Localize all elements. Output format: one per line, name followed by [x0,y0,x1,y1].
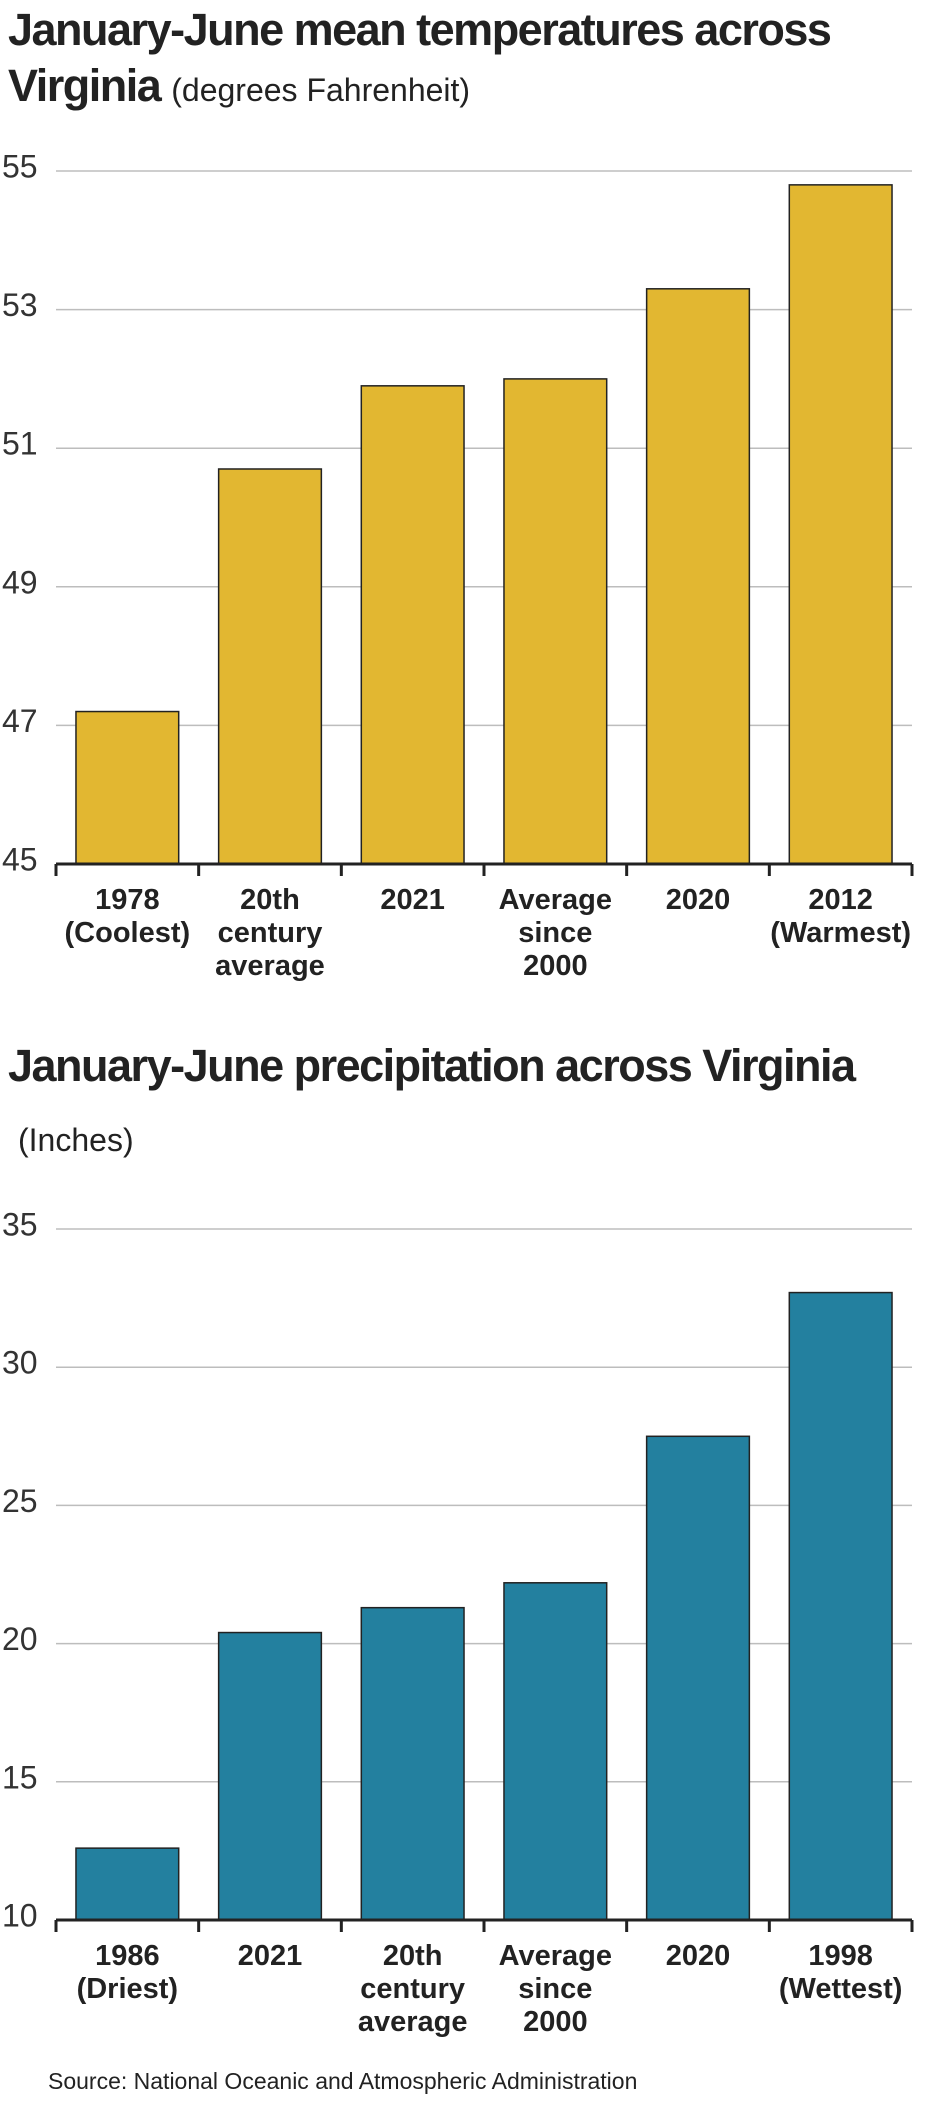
title-text: January-June mean temperatures across Vi… [8,4,832,111]
chart-title: January-June precipitation across Virgin… [8,1040,856,1091]
x-tick-label: Average since 2000 [498,1940,613,2038]
y-tick-label: 20 [2,1621,38,1657]
x-tick-label: 1998 (Wettest) [778,1940,903,2005]
bar [360,385,465,865]
bar [217,468,323,865]
x-tick-label: 1978 (Coolest) [64,884,191,949]
chart-subtitle: (degrees Fahrenheit) [171,72,471,108]
y-tick-label: 51 [2,426,38,462]
x-tick-label: 20th century average [357,1940,468,2038]
x-tick-label: 2021 [380,884,445,916]
y-tick-label: 10 [2,1897,38,1933]
y-tick-label: 55 [2,148,38,184]
bar [75,1847,180,1921]
chart-subtitle: (Inches) [18,1122,134,1158]
y-tick-label: 15 [2,1759,38,1795]
bar [645,288,751,865]
x-tick-label: 1986 (Driest) [76,1940,179,2005]
bar [503,1582,608,1921]
bar [788,1291,893,1921]
bar [217,1631,323,1921]
x-tick-label: 2020 [665,1940,731,1972]
bar [788,184,893,865]
x-tick-label: Average since 2000 [498,884,613,982]
bar [503,378,608,865]
bar [75,710,180,865]
y-tick-label: 47 [2,703,38,739]
y-tick-label: 53 [2,287,38,323]
x-tick-label: 2012 (Warmest) [770,884,912,949]
x-tick-label: 20th century average [215,884,325,982]
bar [360,1606,465,1921]
bar [645,1435,751,1921]
y-tick-label: 35 [2,1206,38,1242]
y-tick-label: 45 [2,841,38,877]
y-tick-label: 30 [2,1345,38,1381]
x-tick-label: 2020 [665,884,731,916]
chart-title: January-June mean temperatures across Vi… [8,2,938,118]
y-tick-label: 25 [2,1483,38,1519]
y-tick-label: 49 [2,564,38,600]
source-note: Source: National Oceanic and Atmospheric… [48,2068,638,2094]
x-tick-label: 2021 [237,1940,303,1972]
